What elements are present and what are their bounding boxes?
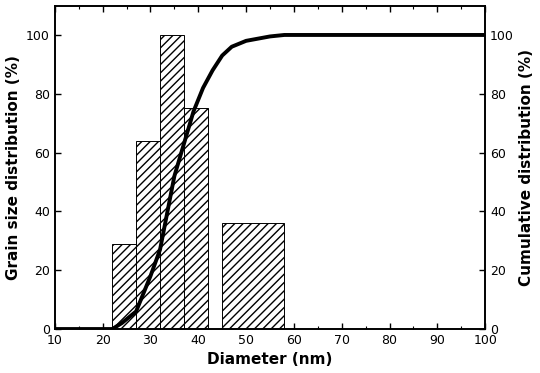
Y-axis label: Cumulative distribution (%): Cumulative distribution (%) bbox=[519, 49, 535, 286]
Bar bbox=[136, 141, 160, 329]
Y-axis label: Grain size distribution (%): Grain size distribution (%) bbox=[5, 55, 21, 280]
Bar bbox=[184, 109, 208, 329]
Bar bbox=[112, 244, 136, 329]
Bar bbox=[160, 35, 184, 329]
X-axis label: Diameter (nm): Diameter (nm) bbox=[207, 352, 333, 367]
Bar bbox=[222, 223, 285, 329]
